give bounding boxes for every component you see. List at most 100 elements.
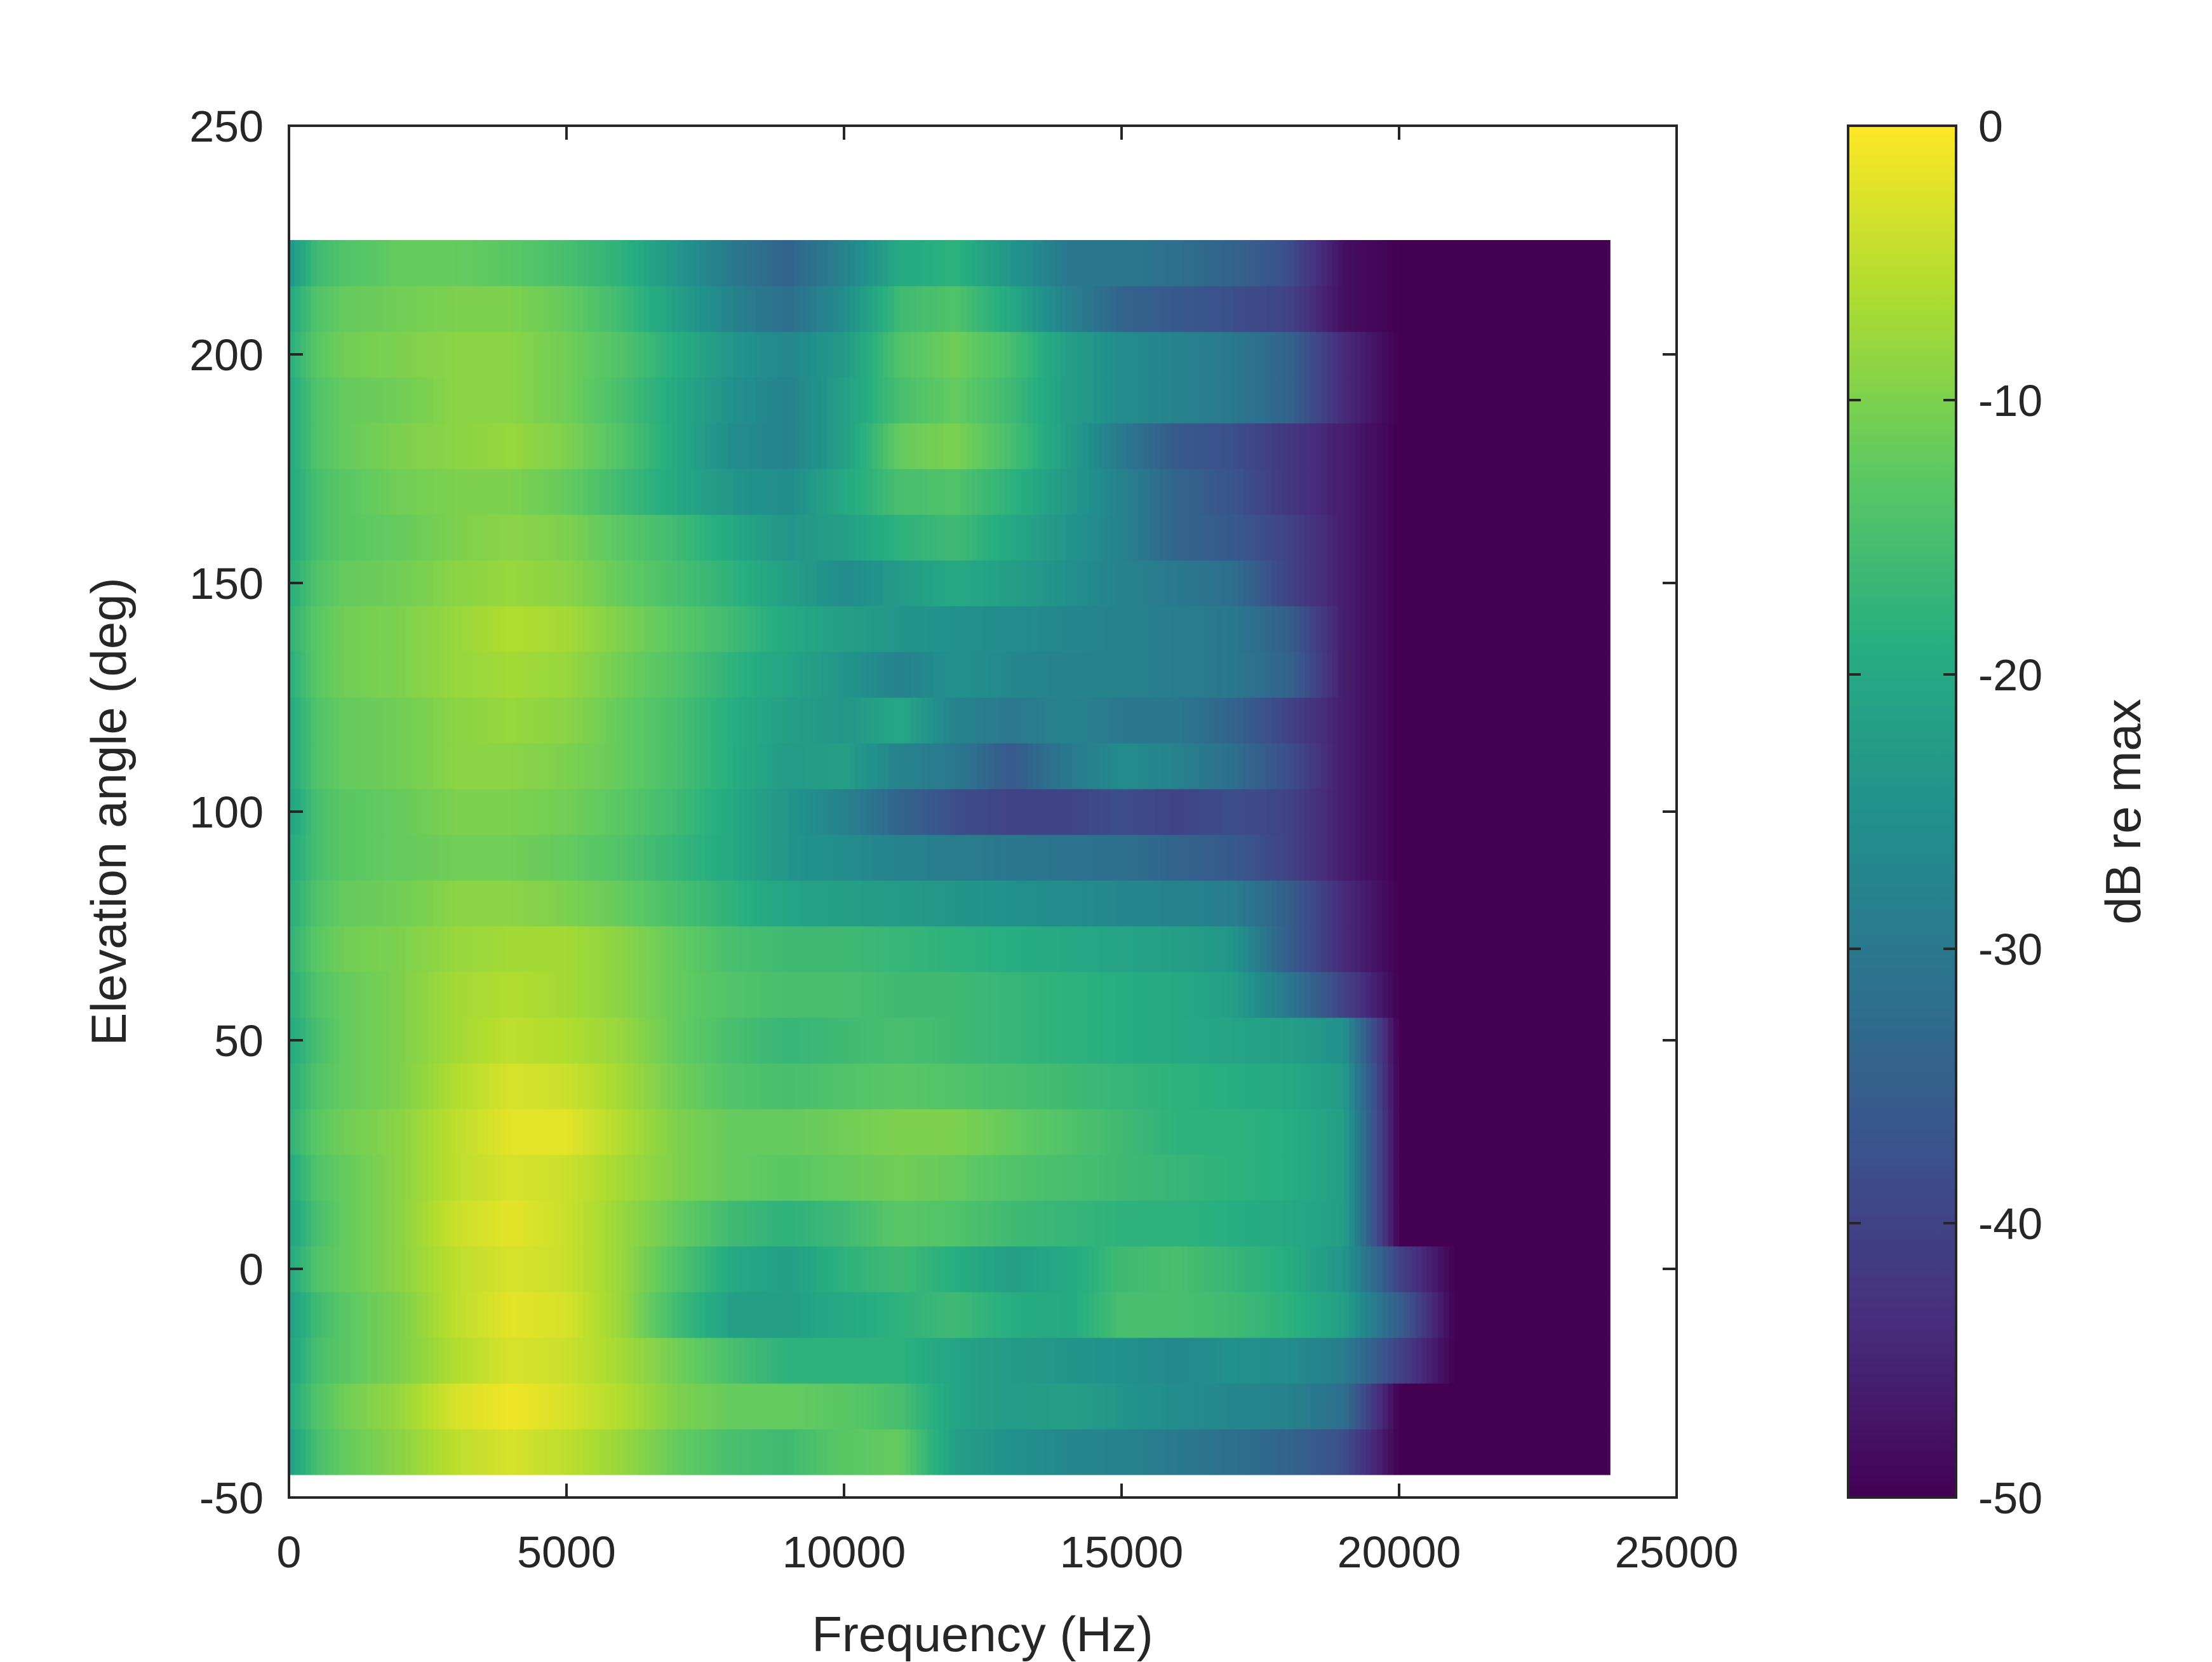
heatmap-cell (1277, 1292, 1284, 1338)
heatmap-cell (777, 972, 784, 1018)
heatmap-cell (1266, 1155, 1272, 1201)
heatmap-cell (322, 1155, 328, 1201)
heatmap-cell (1299, 1017, 1306, 1064)
heatmap-cell (1332, 1337, 1339, 1384)
heatmap-cell (577, 1155, 584, 1201)
heatmap-cell (894, 1063, 900, 1109)
heatmap-cell (1399, 1200, 1405, 1247)
heatmap-cell (993, 880, 1000, 927)
heatmap-cell (1377, 926, 1383, 972)
heatmap-cell (1510, 1337, 1517, 1384)
heatmap-cell (516, 1429, 523, 1475)
heatmap-cell (1471, 697, 1477, 744)
heatmap-cell (1582, 972, 1588, 1018)
heatmap-cell (1071, 834, 1078, 881)
heatmap-cell (822, 1337, 828, 1384)
heatmap-cell (1016, 514, 1022, 561)
heatmap-cell (610, 972, 617, 1018)
heatmap-cell (733, 1383, 739, 1430)
heatmap-cell (1155, 514, 1161, 561)
heatmap-cell (1560, 1383, 1566, 1430)
heatmap-cell (949, 514, 956, 561)
heatmap-cell (1499, 514, 1505, 561)
heatmap-cell (1421, 1155, 1428, 1201)
heatmap-cell (344, 1155, 351, 1201)
heatmap-cell (1021, 514, 1028, 561)
heatmap-cell (1471, 652, 1477, 698)
heatmap-cell (1382, 514, 1389, 561)
heatmap-cell (888, 1383, 895, 1430)
heatmap-cell (572, 560, 579, 606)
heatmap-cell (660, 1155, 667, 1201)
heatmap-cell (1515, 926, 1522, 972)
heatmap-cell (1138, 1200, 1144, 1247)
heatmap-cell (1132, 972, 1139, 1018)
heatmap-cell (411, 926, 417, 972)
heatmap-cell (555, 972, 561, 1018)
heatmap-cell (605, 1246, 612, 1292)
heatmap-cell (488, 1429, 495, 1475)
heatmap-cell (1138, 514, 1144, 561)
heatmap-cell (1343, 743, 1350, 789)
heatmap-cell (1460, 972, 1466, 1018)
heatmap-cell (794, 1155, 800, 1201)
heatmap-cell (377, 1383, 384, 1430)
heatmap-cell (1310, 743, 1317, 789)
heatmap-cell (1282, 834, 1289, 881)
heatmap-cell (905, 789, 911, 835)
heatmap-cell (1216, 926, 1222, 972)
heatmap-cell (883, 789, 889, 835)
heatmap-cell (1066, 926, 1072, 972)
heatmap-cell (1343, 1292, 1350, 1338)
heatmap-cell (1127, 606, 1134, 652)
heatmap-cell (699, 834, 706, 881)
heatmap-cell (483, 652, 490, 698)
heatmap-cell (1238, 697, 1244, 744)
heatmap-cell (788, 1246, 794, 1292)
heatmap-cell (1205, 697, 1211, 744)
heatmap-cell (1010, 743, 1017, 789)
heatmap-cell (699, 1383, 706, 1430)
heatmap-cell (333, 1063, 340, 1109)
heatmap-cell (316, 1063, 323, 1109)
heatmap-cell (377, 1155, 384, 1201)
heatmap-cell (782, 880, 789, 927)
heatmap-cell (583, 926, 589, 972)
heatmap-cell (361, 652, 367, 698)
heatmap-cell (377, 1429, 384, 1475)
heatmap-cell (966, 1246, 972, 1292)
heatmap-cell (1082, 1200, 1089, 1247)
heatmap-cell (1088, 834, 1094, 881)
heatmap-cell (1082, 652, 1089, 698)
heatmap-cell (705, 652, 711, 698)
heatmap-cell (1021, 697, 1028, 744)
heatmap-cell (1532, 1155, 1539, 1201)
heatmap-cell (339, 926, 345, 972)
heatmap-cell (1532, 834, 1539, 881)
heatmap-cell (727, 1337, 734, 1384)
heatmap-cell (555, 1109, 561, 1155)
heatmap-cell (899, 1383, 906, 1430)
heatmap-cell (1460, 1246, 1466, 1292)
heatmap-cell (766, 743, 772, 789)
heatmap-cells (289, 240, 1611, 1475)
heatmap-cell (500, 1429, 506, 1475)
heatmap-cell (977, 1155, 984, 1201)
heatmap-cell (1066, 1200, 1072, 1247)
heatmap-cell (966, 1292, 972, 1338)
heatmap-cell (838, 789, 845, 835)
heatmap-cell (605, 514, 612, 561)
heatmap-cell (1343, 1017, 1350, 1064)
heatmap-cell (871, 1429, 878, 1475)
heatmap-cell (1499, 1337, 1505, 1384)
heatmap-cell (505, 880, 512, 927)
heatmap-cell (794, 1246, 800, 1292)
heatmap-cell (1043, 1246, 1050, 1292)
heatmap-cell (999, 972, 1006, 1018)
heatmap-cell (500, 1063, 506, 1109)
heatmap-cell (688, 1429, 695, 1475)
heatmap-cell (527, 926, 534, 972)
heatmap-cell (1538, 972, 1544, 1018)
heatmap-cell (572, 926, 579, 972)
heatmap-cell (766, 1017, 772, 1064)
